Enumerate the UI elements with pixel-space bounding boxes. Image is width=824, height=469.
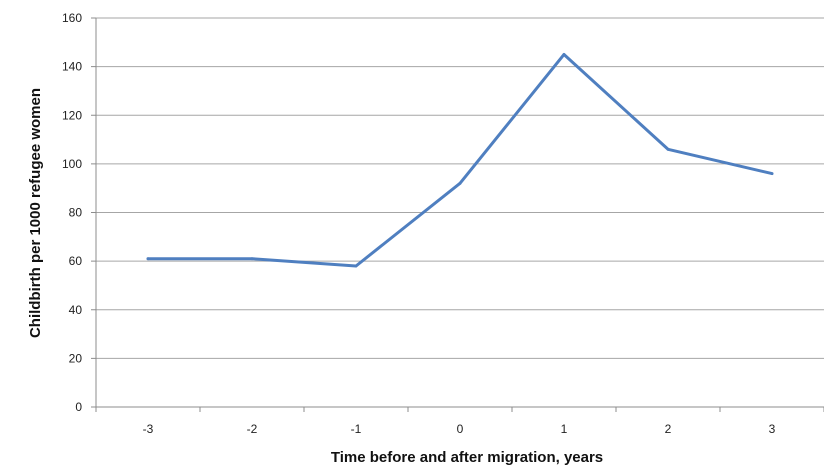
data-point: [354, 264, 358, 268]
data-point: [666, 147, 670, 151]
data-point: [250, 257, 254, 261]
y-tick-label: 20: [69, 351, 83, 365]
y-tick-label: 140: [62, 60, 82, 74]
y-axis-title: Childbirth per 1000 refugee women: [27, 88, 44, 338]
x-tick-label: 0: [457, 422, 464, 436]
x-tick-label: -3: [143, 422, 154, 436]
data-point: [562, 53, 566, 56]
y-tick-label: 0: [75, 400, 82, 414]
series-line: [146, 52, 774, 268]
x-tick-labels: -3 -2 -1 0 1 2 3: [143, 422, 776, 436]
y-tick-label: 100: [62, 157, 82, 171]
series-group: [146, 52, 774, 268]
x-axis-title: Time before and after migration, years: [331, 449, 603, 466]
y-tick-label: 80: [69, 206, 83, 220]
axes: [95, 18, 824, 412]
data-point: [458, 181, 462, 185]
gridlines: [91, 17, 824, 408]
x-tick-label: 2: [665, 422, 672, 436]
x-tick-label: -2: [247, 422, 258, 436]
x-tick-label: -1: [351, 422, 362, 436]
x-tick-label: 1: [561, 422, 568, 436]
y-tick-label: 160: [62, 11, 82, 25]
data-point: [146, 257, 150, 261]
y-tick-label: 60: [69, 254, 83, 268]
y-tick-label: 120: [62, 108, 82, 122]
y-tick-labels: 0 20 40 60 80 100 120 140 160: [62, 11, 82, 414]
data-point: [770, 172, 774, 176]
y-tick-label: 40: [69, 303, 83, 317]
x-tick-label: 3: [769, 422, 776, 436]
